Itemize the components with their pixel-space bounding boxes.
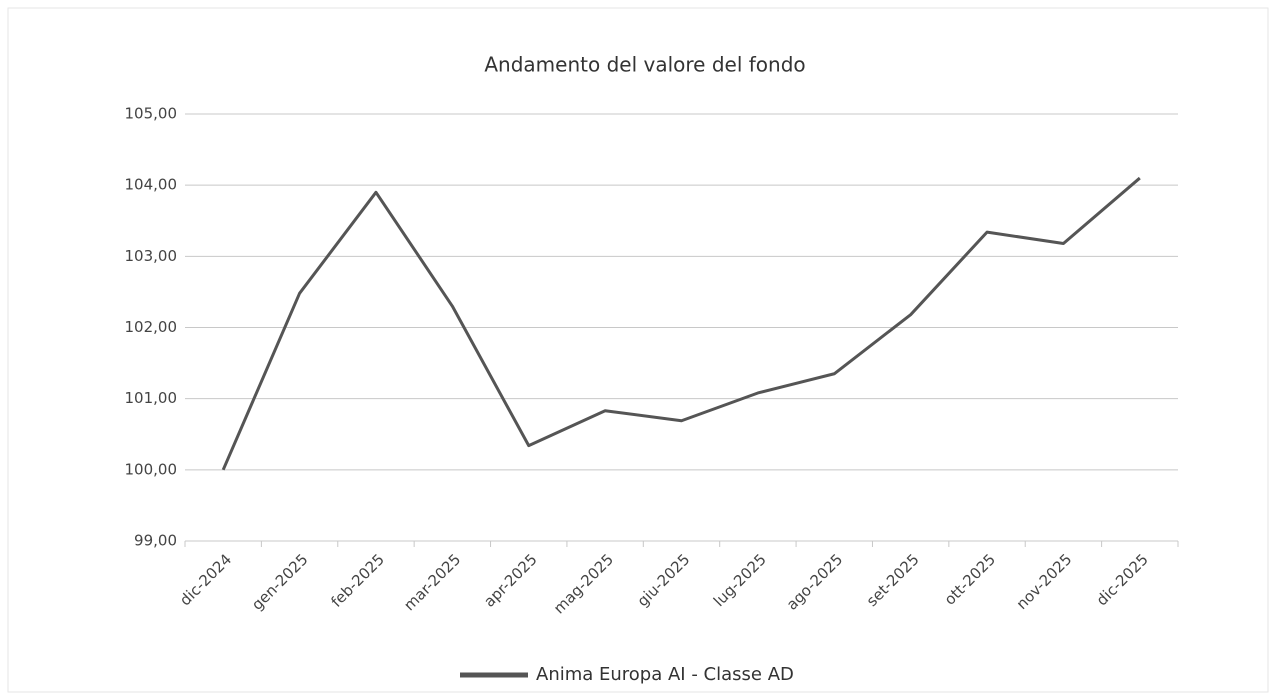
y-tick-label: 105,00 — [125, 105, 178, 123]
x-tick-label: apr-2025 — [480, 550, 540, 610]
x-tick-label: ott-2025 — [941, 550, 999, 608]
x-tick-label: dic-2025 — [1093, 550, 1152, 609]
x-tick-label: ago-2025 — [783, 550, 846, 613]
y-tick-label: 102,00 — [125, 318, 178, 336]
legend-label: Anima Europa AI - Classe AD — [536, 664, 794, 685]
y-tick-label: 100,00 — [125, 460, 178, 478]
x-tick-label: mag-2025 — [550, 550, 617, 617]
x-tick-label: set-2025 — [863, 550, 923, 610]
y-tick-label: 99,00 — [134, 532, 177, 550]
x-tick-label: nov-2025 — [1013, 550, 1076, 613]
frame — [7, 7, 1269, 693]
x-tick-label: gen-2025 — [248, 550, 312, 614]
y-tick-label: 104,00 — [125, 176, 178, 194]
chart-title: Andamento del valore del fondo — [484, 53, 805, 77]
y-tick-label: 103,00 — [125, 247, 178, 265]
x-tick-label: dic-2024 — [176, 550, 235, 609]
x-tick-label: feb-2025 — [327, 550, 388, 611]
x-tick-label: mar-2025 — [400, 550, 464, 614]
x-tick-label: lug-2025 — [710, 550, 770, 610]
x-tick-label: giu-2025 — [634, 550, 694, 610]
series-line — [221, 176, 1141, 471]
y-tick-label: 101,00 — [125, 389, 178, 407]
